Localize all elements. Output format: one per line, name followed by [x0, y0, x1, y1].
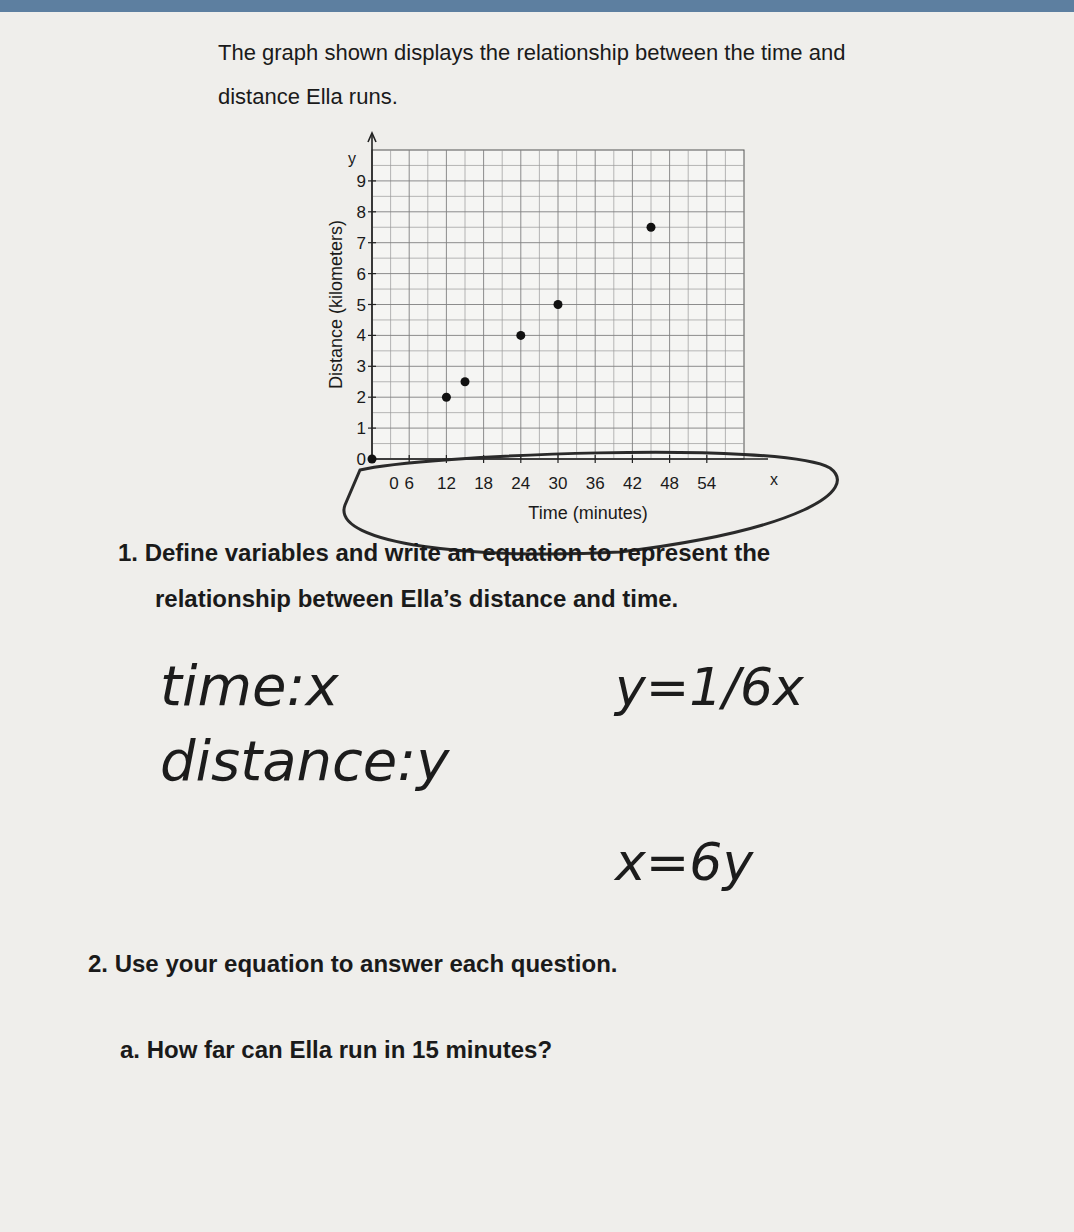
grid-y — [372, 211, 744, 212]
question-text: relationship between Ella’s distance and… — [155, 585, 678, 612]
question-text: 2. Use your equation to answer each ques… — [88, 950, 617, 977]
x-tick-label: 12 — [437, 474, 456, 493]
intro-text: The graph shown displays the relationshi… — [218, 40, 845, 65]
handwriting: distance:y — [160, 728, 450, 793]
x-tick-label: 0 — [389, 474, 398, 493]
point — [368, 455, 377, 464]
paper-edge — [0, 0, 1074, 12]
handwriting: y=1/6x — [613, 657, 805, 717]
question-text: a. How far can Ella run in 15 minutes? — [120, 1036, 552, 1063]
points — [368, 223, 656, 464]
intro-text: distance Ella runs. — [218, 84, 398, 109]
point — [442, 393, 451, 402]
x-axis-label: Time (minutes) — [528, 503, 647, 523]
question-text: 1. Define variables and write an equatio… — [118, 539, 770, 566]
y-tick-label: 4 — [357, 326, 366, 345]
x-tick-label: 6 — [404, 474, 413, 493]
y-tick-label: 5 — [357, 296, 366, 315]
x-tick-label: 42 — [623, 474, 642, 493]
y-tick — [368, 428, 376, 429]
grid-y — [372, 335, 744, 336]
y-tick-label: 6 — [357, 265, 366, 284]
x-tick — [669, 455, 670, 463]
point — [516, 331, 525, 340]
x-tick — [595, 455, 596, 463]
y-tick-label: 2 — [357, 388, 366, 407]
plot-frame — [372, 150, 744, 459]
x-tick-label: 24 — [511, 474, 530, 493]
paper — [0, 0, 1074, 1232]
y-arrow — [368, 133, 376, 142]
x-tick-label: 54 — [697, 474, 716, 493]
point — [461, 377, 470, 386]
point — [554, 300, 563, 309]
x-axis-letter: x — [770, 471, 778, 488]
grid-y — [372, 242, 744, 243]
handwriting: x=6y — [613, 832, 754, 892]
grid-y — [372, 180, 744, 181]
y-tick — [368, 304, 376, 305]
y-tick — [368, 180, 376, 181]
x-tick-label: 30 — [549, 474, 568, 493]
x-tick-label: 18 — [474, 474, 493, 493]
y-axis-letter: y — [348, 150, 356, 167]
x-tick — [632, 455, 633, 463]
y-axis — [371, 135, 373, 459]
y-tick — [368, 397, 376, 398]
x-tick-label: 36 — [586, 474, 605, 493]
y-tick — [368, 366, 376, 367]
y-tick — [368, 273, 376, 274]
y-tick — [368, 242, 376, 243]
x-tick — [706, 455, 707, 463]
point — [647, 223, 656, 232]
y-tick-label: 7 — [357, 234, 366, 253]
y-tick-label: 3 — [357, 357, 366, 376]
page: The graph shown displays the relationshi… — [0, 0, 1074, 1232]
y-axis-label: Distance (kilometers) — [326, 220, 346, 389]
y-tick-label: 1 — [357, 419, 366, 438]
grid-y — [372, 273, 744, 274]
grid-y — [372, 428, 744, 429]
y-tick-label: 8 — [357, 203, 366, 222]
x-tick-label: 48 — [660, 474, 679, 493]
y-tick-label: 0 — [357, 450, 366, 469]
y-tick-label: 9 — [357, 172, 366, 191]
grid-y — [372, 397, 744, 398]
y-tick — [368, 335, 376, 336]
y-tick — [368, 211, 376, 212]
grid-y — [372, 366, 744, 367]
handwriting: time:x — [160, 653, 339, 718]
x-tick — [557, 455, 558, 463]
